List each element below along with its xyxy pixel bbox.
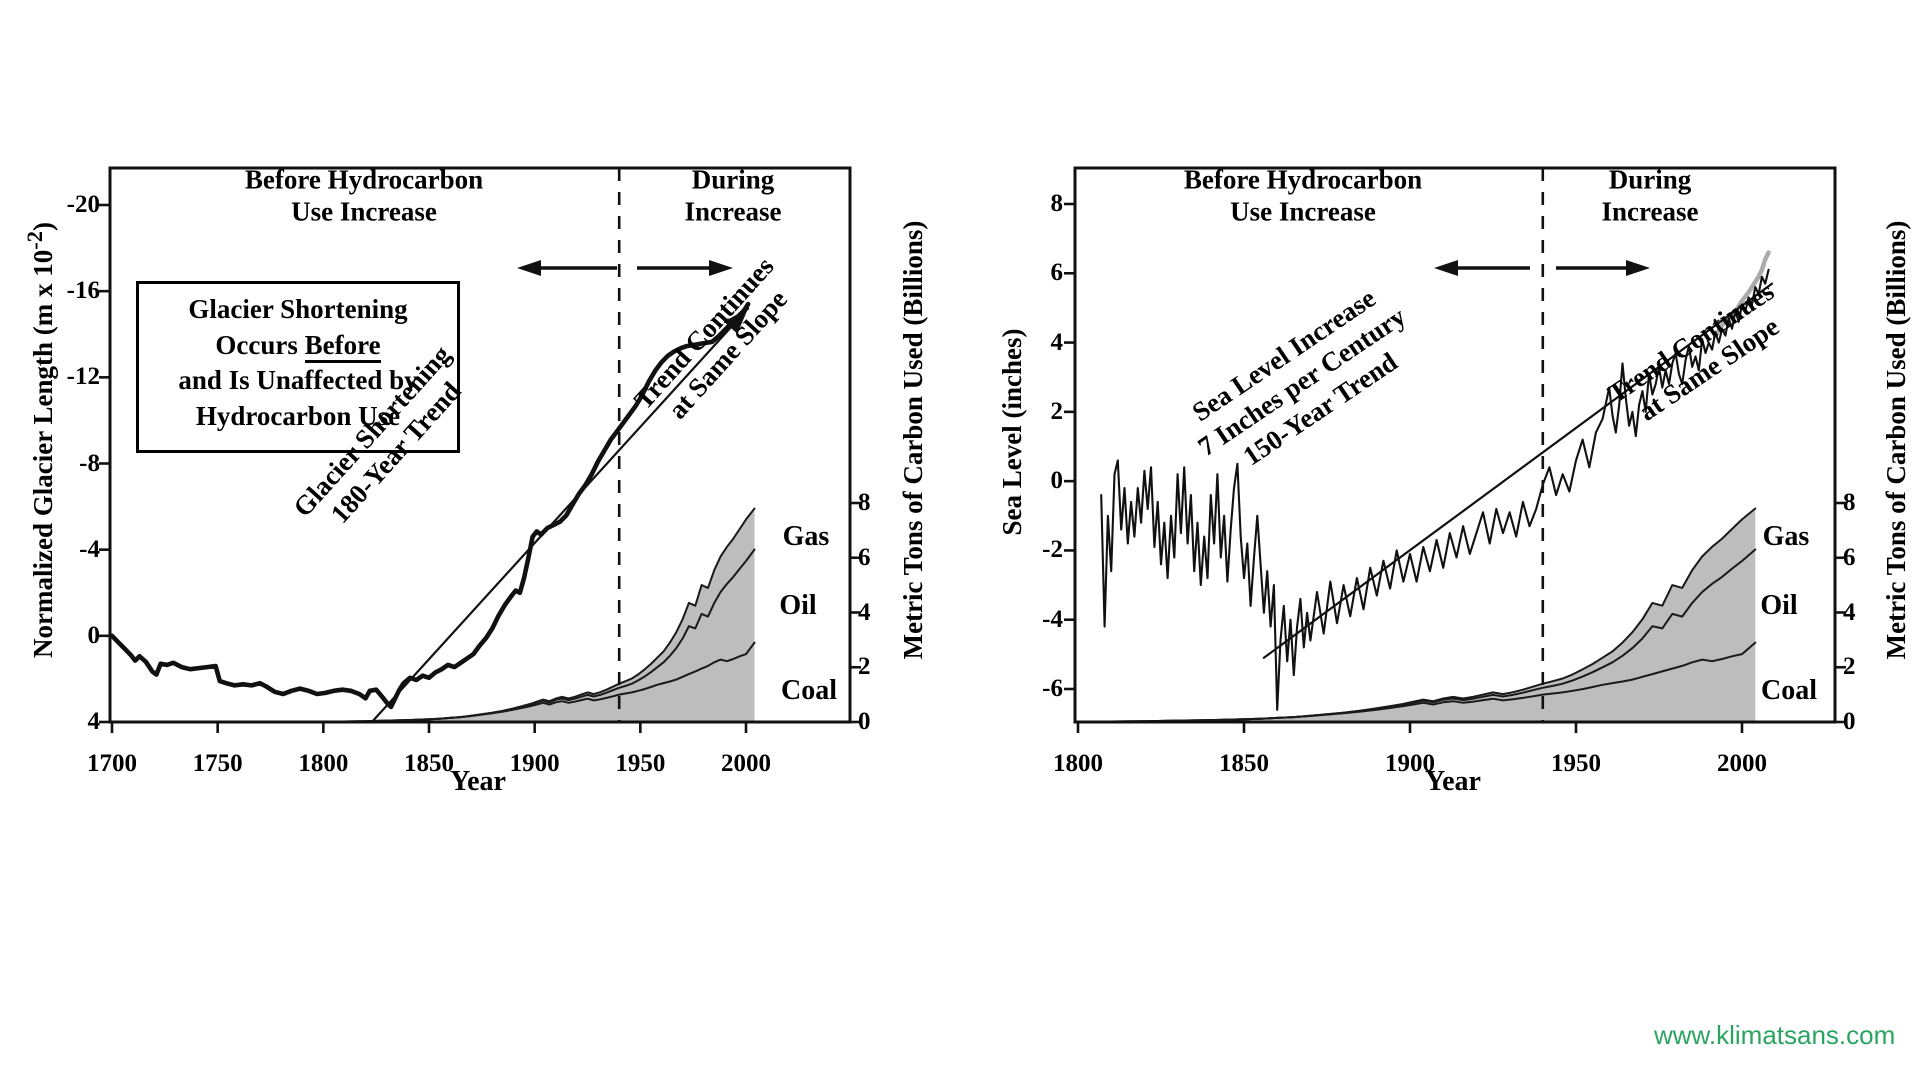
carbon-coal-line xyxy=(322,641,756,723)
plot-border xyxy=(1073,166,1837,724)
y2-tick-label: 4 xyxy=(1843,598,1856,626)
glacier-x-axis-label: Year xyxy=(450,766,506,798)
sea-carbon-axis-label: Metric Tons of Carbon Used (Billions) xyxy=(1880,220,1911,660)
x-tick-label: 1700 xyxy=(87,750,137,777)
y-tick-label: -20 xyxy=(66,191,100,218)
satellite-band xyxy=(1713,250,1771,338)
glacier-gas-label: Gas xyxy=(782,521,830,553)
glacier-coal-label: Coal xyxy=(781,675,837,707)
sea-level-line xyxy=(1100,268,1770,711)
y2-tick-label: 4 xyxy=(858,598,871,626)
trend-line xyxy=(370,307,750,724)
y-tick-label: 4 xyxy=(87,708,101,735)
y-tick-label: 4 xyxy=(1050,328,1064,356)
x-tick-label: 1900 xyxy=(1385,750,1435,777)
y-tick-label: 0 xyxy=(87,621,101,649)
glacier-line xyxy=(109,301,751,710)
glacier-oil-label: Oil xyxy=(779,590,817,622)
x-tick-label: 1950 xyxy=(1551,750,1601,777)
before-arrowhead xyxy=(1434,260,1458,276)
sea-y-axis-label: Sea Level (inches) xyxy=(996,328,1027,536)
x-tick-label: 1800 xyxy=(1053,750,1103,777)
y-tick-label: -4 xyxy=(1042,605,1063,633)
y2-tick-label: 8 xyxy=(858,489,871,516)
y2-tick-label: 8 xyxy=(1843,489,1856,516)
x-tick-label: 2000 xyxy=(1717,750,1767,777)
glacier-during-header: During Increase xyxy=(684,164,782,227)
y-tick-label: 0 xyxy=(1050,467,1064,495)
y2-tick-label: 6 xyxy=(1843,543,1856,571)
x-tick-label: 1800 xyxy=(298,750,349,777)
y-tick-label: -4 xyxy=(79,535,100,563)
x-tick-label: 1900 xyxy=(509,750,560,777)
during-arrowhead xyxy=(1626,260,1650,276)
x-tick-label: 1850 xyxy=(1219,750,1269,777)
before-arrowhead xyxy=(517,260,541,276)
y-tick-label: -8 xyxy=(79,449,100,477)
y2-tick-label: 6 xyxy=(858,543,871,571)
glacier-before-header: Before Hydrocarbon Use Increase xyxy=(244,164,484,227)
sea-oil-label: Oil xyxy=(1760,590,1798,622)
watermark-link[interactable]: www.klimatsans.com xyxy=(1654,1020,1896,1050)
during-arrowhead xyxy=(709,260,733,276)
y-tick-label: -16 xyxy=(66,277,100,305)
y2-tick-label: 0 xyxy=(1843,708,1856,735)
carbon-area xyxy=(323,508,755,722)
y-tick-label: 6 xyxy=(1050,259,1064,287)
y-tick-label: 2 xyxy=(1050,397,1064,425)
x-tick-label: 1950 xyxy=(615,750,666,777)
plot-border xyxy=(108,166,852,724)
x-tick-label: 1750 xyxy=(192,750,243,777)
glacier-carbon-axis-label: Metric Tons of Carbon Used (Billions) xyxy=(897,220,928,660)
glacier-y-axis-label: Normalized Glacier Length (m x 10-2) xyxy=(21,222,58,658)
sea-x-axis-label: Year xyxy=(1425,766,1481,798)
carbon-area xyxy=(1078,508,1756,722)
sea-before-header: Before Hydrocarbon Use Increase xyxy=(1183,164,1423,227)
trend-line xyxy=(1262,282,1774,659)
y2-tick-label: 2 xyxy=(1843,653,1856,681)
y-tick-label: 8 xyxy=(1050,190,1064,217)
y-tick-label: -2 xyxy=(1042,536,1063,564)
glacier-callout-box: Glacier Shortening Occurs Before and Is … xyxy=(136,281,460,453)
sea-during-header: During Increase xyxy=(1601,164,1699,227)
sea-coal-label: Coal xyxy=(1761,675,1817,707)
y-tick-label: -12 xyxy=(66,363,100,391)
y2-tick-label: 0 xyxy=(858,708,871,735)
carbon-coal-line xyxy=(1077,641,1757,723)
y2-tick-label: 2 xyxy=(858,653,871,681)
x-tick-label: 2000 xyxy=(721,750,771,777)
sea-gas-label: Gas xyxy=(1762,521,1810,553)
x-tick-label: 1850 xyxy=(404,750,454,777)
y-tick-label: -6 xyxy=(1042,675,1063,702)
